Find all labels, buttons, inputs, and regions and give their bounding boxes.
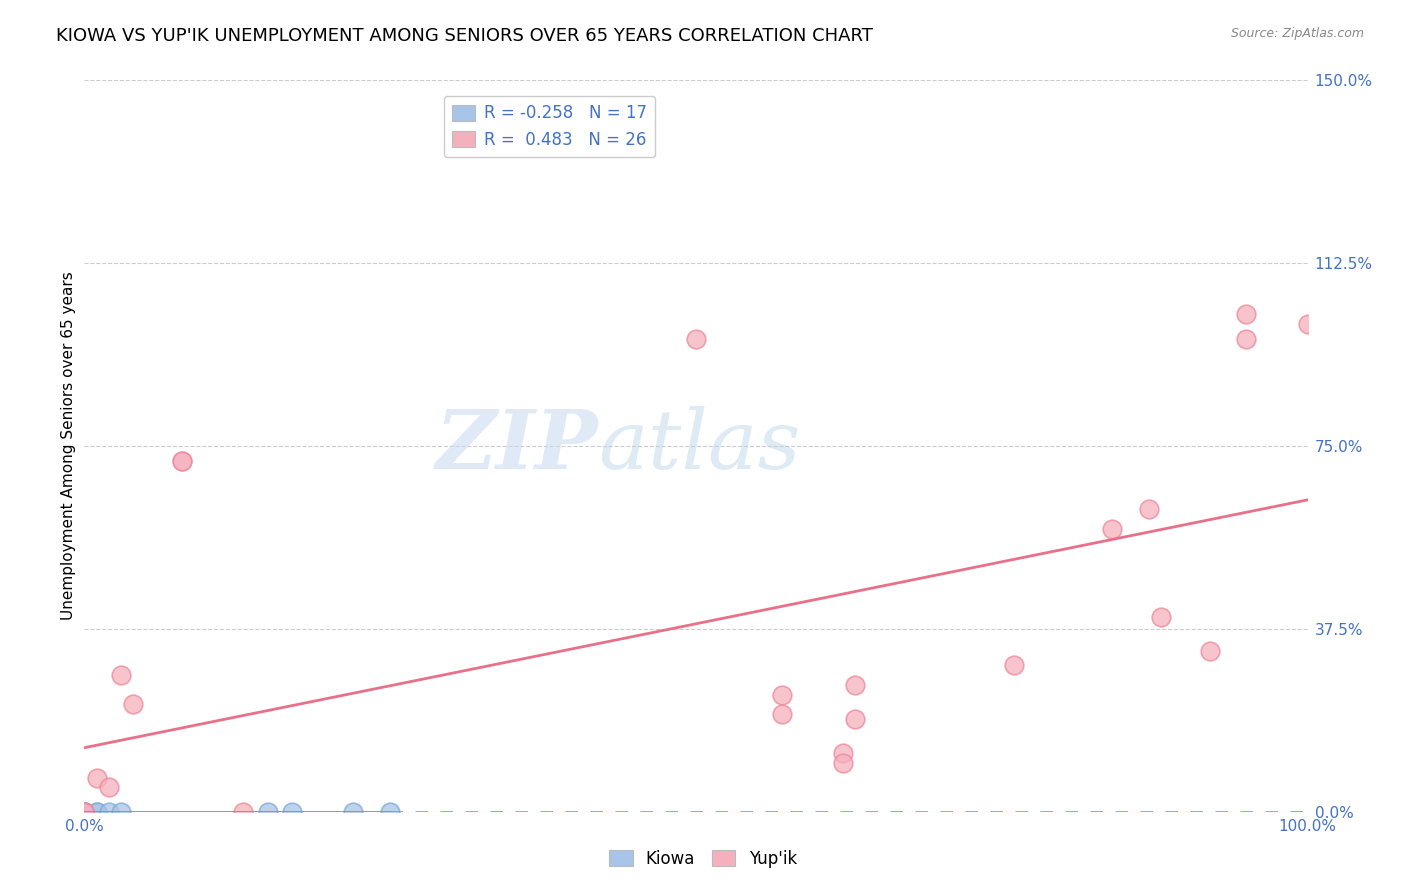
Point xyxy=(831,746,853,760)
Point xyxy=(844,712,866,726)
Point xyxy=(73,805,96,819)
Point xyxy=(73,805,96,819)
Y-axis label: Unemployment Among Seniors over 65 years: Unemployment Among Seniors over 65 years xyxy=(60,272,76,620)
Text: KIOWA VS YUP'IK UNEMPLOYMENT AMONG SENIORS OVER 65 YEARS CORRELATION CHART: KIOWA VS YUP'IK UNEMPLOYMENT AMONG SENIO… xyxy=(56,27,873,45)
Text: Source: ZipAtlas.com: Source: ZipAtlas.com xyxy=(1230,27,1364,40)
Point xyxy=(73,805,96,819)
Point xyxy=(97,780,120,795)
Point xyxy=(73,805,96,819)
Point xyxy=(73,805,96,819)
Point xyxy=(1236,307,1258,321)
Point xyxy=(1002,658,1025,673)
Point xyxy=(1296,317,1319,331)
Point xyxy=(770,688,793,702)
Point xyxy=(73,805,96,819)
Point xyxy=(122,698,145,712)
Point xyxy=(770,707,793,722)
Point xyxy=(380,805,402,819)
Point xyxy=(110,668,132,682)
Point xyxy=(110,805,132,819)
Legend: Kiowa, Yup'ik: Kiowa, Yup'ik xyxy=(603,844,803,875)
Point xyxy=(73,805,96,819)
Point xyxy=(1150,609,1173,624)
Point xyxy=(73,805,96,819)
Point xyxy=(73,805,96,819)
Point xyxy=(844,678,866,692)
Point xyxy=(831,756,853,770)
Point xyxy=(172,453,194,467)
Point xyxy=(1198,644,1220,658)
Point xyxy=(172,453,194,467)
Point xyxy=(73,805,96,819)
Point xyxy=(73,805,96,819)
Point xyxy=(97,805,120,819)
Point xyxy=(257,805,280,819)
Point xyxy=(1137,502,1160,516)
Point xyxy=(73,805,96,819)
Point xyxy=(342,805,364,819)
Text: atlas: atlas xyxy=(598,406,800,486)
Text: ZIP: ZIP xyxy=(436,406,598,486)
Point xyxy=(73,805,96,819)
Point xyxy=(1236,332,1258,346)
Point xyxy=(232,805,254,819)
Legend: R = -0.258   N = 17, R =  0.483   N = 26: R = -0.258 N = 17, R = 0.483 N = 26 xyxy=(443,96,655,157)
Point xyxy=(281,805,304,819)
Point xyxy=(86,771,108,785)
Point xyxy=(1101,522,1123,536)
Point xyxy=(685,332,707,346)
Point xyxy=(86,805,108,819)
Point xyxy=(86,805,108,819)
